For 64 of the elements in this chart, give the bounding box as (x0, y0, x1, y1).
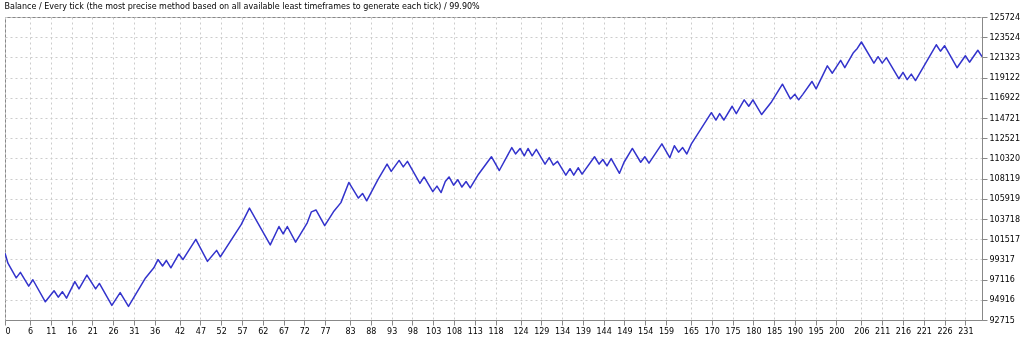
x-tick-label: 190 (787, 326, 804, 336)
y-tick-label: 97116 (989, 275, 1015, 285)
x-tick-label: 103 (426, 326, 442, 336)
y-tick-label: 119122 (989, 73, 1021, 83)
x-tick-label: 154 (638, 326, 654, 336)
y-tick-label: 101517 (989, 234, 1021, 244)
x-tick-label: 26 (108, 326, 119, 336)
y-tick-label: 105919 (989, 194, 1021, 204)
x-tick-label: 0 (5, 326, 11, 336)
x-tick-label: 221 (916, 326, 932, 336)
y-tick-label: 125724 (989, 12, 1021, 22)
x-tick-label: 113 (467, 326, 483, 336)
x-tick-label: 144 (596, 326, 612, 336)
x-tick-label: 159 (658, 326, 675, 336)
x-tick-label: 42 (175, 326, 186, 336)
x-tick-label: 36 (150, 326, 161, 336)
x-tick-label: 83 (345, 326, 356, 336)
x-tick-label: 226 (937, 326, 953, 336)
x-tick-label: 21 (87, 326, 98, 336)
x-tick-label: 149 (617, 326, 633, 336)
x-tick-label: 67 (278, 326, 290, 336)
y-tick-label: 108119 (989, 174, 1021, 184)
y-tick-label: 121323 (989, 52, 1021, 62)
x-tick-label: 200 (829, 326, 845, 336)
x-tick-label: 231 (958, 326, 974, 336)
x-tick-label: 195 (808, 326, 824, 336)
y-tick-label: 103718 (989, 214, 1021, 224)
x-tick-label: 47 (195, 326, 206, 336)
x-tick-label: 216 (895, 326, 912, 336)
x-tick-label: 93 (387, 326, 398, 336)
x-tick-label: 98 (407, 326, 419, 336)
x-tick-label: 139 (575, 326, 592, 336)
x-tick-label: 88 (366, 326, 377, 336)
x-tick-label: 57 (237, 326, 248, 336)
x-tick-label: 165 (683, 326, 700, 336)
x-tick-label: 108 (446, 326, 463, 336)
x-tick-label: 206 (854, 326, 870, 336)
line-series (5, 41, 982, 308)
x-tick-label: 185 (766, 326, 783, 336)
x-tick-label: 16 (66, 326, 78, 336)
y-tick-label: 112521 (989, 133, 1021, 143)
x-tick-label: 52 (216, 326, 227, 336)
y-tick-label: 110320 (989, 153, 1021, 163)
y-tick-label: 114721 (989, 113, 1021, 123)
y-tick-label: 99317 (989, 254, 1015, 264)
chart-title: Balance / Every tick (the most precise method based on all available least timeframes to generate each tick) / 99.90% (4, 2, 481, 11)
y-tick-label: 123524 (989, 32, 1021, 42)
x-tick-label: 134 (554, 326, 571, 336)
y-tick-label: 116922 (989, 93, 1021, 103)
y-tick-label: 94916 (989, 295, 1015, 305)
y-tick-label: 92715 (989, 315, 1015, 325)
x-tick-label: 31 (129, 326, 140, 336)
x-tick-label: 62 (258, 326, 269, 336)
x-tick-label: 129 (534, 326, 550, 336)
x-tick-label: 72 (299, 326, 310, 336)
x-tick-label: 124 (513, 326, 529, 336)
x-tick-label: 118 (488, 326, 504, 336)
x-tick-label: 175 (725, 326, 741, 336)
x-tick-label: 170 (704, 326, 720, 336)
x-tick-label: 77 (320, 326, 331, 336)
x-tick-label: 11 (46, 326, 57, 336)
x-tick-label: 6 (27, 326, 33, 336)
x-tick-label: 180 (746, 326, 762, 336)
x-tick-label: 211 (875, 326, 891, 336)
